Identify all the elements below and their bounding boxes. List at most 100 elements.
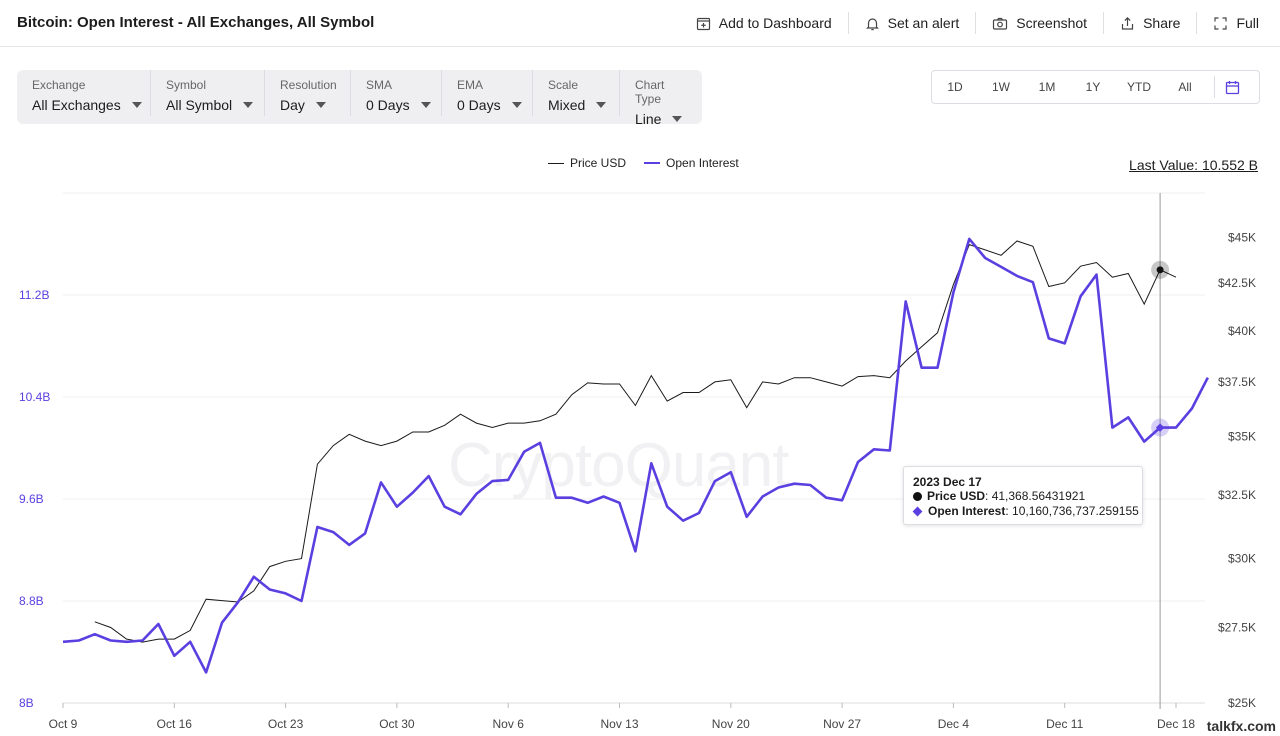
- last-value-link[interactable]: Last Value: 10.552 B: [1129, 157, 1258, 173]
- legend-label-open-interest: Open Interest: [666, 156, 739, 170]
- share-label: Share: [1143, 15, 1181, 31]
- filter-value: Line: [635, 111, 662, 127]
- fullscreen-icon: [1214, 16, 1228, 30]
- set-alert-label: Set an alert: [887, 15, 960, 31]
- set-alert-button[interactable]: Set an alert: [847, 12, 976, 34]
- price-hover-point: [1156, 266, 1164, 274]
- x-axis-tick-label: Dec 4: [938, 717, 970, 731]
- oi-hover-point: [1155, 423, 1165, 432]
- filter-value: Mixed: [548, 97, 586, 113]
- filter-label: Exchange: [32, 78, 86, 92]
- add-to-dashboard-button[interactable]: Add to Dashboard: [680, 12, 848, 34]
- range-1y[interactable]: 1Y: [1085, 80, 1101, 94]
- add-to-dashboard-label: Add to Dashboard: [718, 15, 832, 31]
- range-1m[interactable]: 1M: [1038, 80, 1056, 94]
- legend-label-price: Price USD: [570, 156, 627, 170]
- legend-item-open-interest[interactable]: Open Interest: [644, 156, 739, 170]
- fullscreen-label: Full: [1236, 15, 1259, 31]
- share-icon: [1121, 16, 1134, 30]
- filter-scale[interactable]: Scale Mixed: [533, 70, 620, 116]
- fullscreen-button[interactable]: Full: [1196, 12, 1280, 34]
- x-axis-tick-label: Oct 9: [49, 717, 78, 731]
- filter-chart-type[interactable]: Chart Type Line: [620, 70, 702, 127]
- tooltip-date: 2023 Dec 17: [913, 475, 982, 489]
- filter-sma[interactable]: SMA 0 Days: [351, 70, 442, 116]
- right-axis-tick-label: $35K: [1228, 430, 1256, 444]
- right-axis-tick-label: $27.5K: [1218, 621, 1256, 635]
- site-watermark: talkfx.com: [1206, 718, 1276, 734]
- right-axis-tick-label: $40K: [1228, 324, 1256, 338]
- dashboard-add-icon: [696, 17, 710, 30]
- header-actions: Add to Dashboard Set an alert Screenshot…: [680, 0, 1280, 46]
- range-1d[interactable]: 1D: [947, 80, 963, 94]
- x-axis-tick-label: Nov 13: [600, 717, 638, 731]
- filter-symbol[interactable]: Symbol All Symbol: [151, 70, 265, 116]
- filter-value: Day: [280, 97, 305, 113]
- tooltip-oi-marker: [912, 506, 923, 516]
- tooltip-price-label: Price USD: [927, 489, 986, 503]
- share-button[interactable]: Share: [1103, 12, 1196, 34]
- legend-item-price[interactable]: Price USD: [548, 156, 626, 170]
- legend-swatch-open-interest: [644, 162, 661, 164]
- chevron-down-icon: [131, 102, 142, 108]
- filter-ema[interactable]: EMA 0 Days: [442, 70, 533, 116]
- filter-bar: Exchange All Exchanges Symbol All Symbol…: [17, 70, 702, 127]
- right-axis-tick-label: $30K: [1228, 552, 1256, 566]
- camera-icon: [993, 17, 1008, 30]
- right-axis-tick-label: $25K: [1228, 696, 1256, 710]
- filter-value: All Symbol: [166, 97, 233, 113]
- left-axis-tick-label: 8B: [19, 696, 34, 710]
- open-interest-chart[interactable]: 8B 8.8B 9.6B 10.4B 11.2B $25K $27.5K $30K $32.5K…: [0, 180, 1280, 736]
- filter-label: Resolution: [280, 78, 337, 92]
- screenshot-label: Screenshot: [1016, 15, 1088, 31]
- filter-value: 0 Days: [457, 97, 501, 113]
- filter-value: 0 Days: [366, 97, 410, 113]
- chevron-down-icon: [511, 102, 522, 108]
- left-axis-tick-label: 9.6B: [19, 492, 44, 506]
- tooltip-oi-label: Open Interest: [928, 504, 1006, 518]
- tooltip-oi-value: : 10,160,736,737.259155: [1005, 504, 1139, 518]
- left-axis-tick-label: 10.4B: [19, 390, 50, 404]
- chart-legend: Price USD Open Interest: [548, 156, 757, 170]
- price-usd-line: [94, 240, 1177, 643]
- filter-label: EMA: [457, 78, 484, 92]
- date-picker-button[interactable]: [1214, 76, 1240, 98]
- page-title: Bitcoin: Open Interest - All Exchanges, …: [17, 14, 375, 31]
- x-axis-tick-label: Oct 16: [157, 717, 193, 731]
- tooltip-price-marker: [913, 491, 922, 501]
- filter-label: Chart Type: [635, 78, 665, 106]
- x-axis-tick-label: Dec 18: [1157, 717, 1195, 731]
- x-axis-tick-label: Nov 27: [823, 717, 861, 731]
- tooltip-price-value: : 41,368.56431921: [985, 489, 1086, 503]
- right-axis-tick-label: $32.5K: [1218, 488, 1256, 502]
- legend-swatch-price: [548, 162, 564, 164]
- range-ytd[interactable]: YTD: [1127, 80, 1151, 94]
- left-axis-tick-label: 11.2B: [19, 288, 49, 302]
- filter-value: All Exchanges: [32, 97, 121, 113]
- range-all[interactable]: All: [1178, 80, 1192, 94]
- bell-icon: [865, 17, 879, 30]
- range-1w[interactable]: 1W: [992, 80, 1010, 94]
- x-axis-tick-label: Dec 11: [1046, 717, 1083, 731]
- x-axis-tick-label: Oct 23: [268, 717, 304, 731]
- filter-exchange[interactable]: Exchange All Exchanges: [17, 70, 151, 116]
- right-axis-tick-label: $42.5K: [1218, 276, 1256, 290]
- tooltip-row-price: Price USD : 41,368.56431921: [913, 489, 1085, 503]
- top-bar: Bitcoin: Open Interest - All Exchanges, …: [0, 0, 1280, 47]
- chevron-down-icon: [672, 116, 683, 122]
- chevron-down-icon: [420, 102, 431, 108]
- screenshot-button[interactable]: Screenshot: [975, 12, 1103, 34]
- x-axis-tick-label: Oct 30: [379, 717, 415, 731]
- filter-label: SMA: [366, 78, 393, 92]
- tooltip-row-open-interest: Open Interest : 10,160,736,737.259155: [912, 504, 1139, 518]
- chart-tooltip: 2023 Dec 17 Price USD : 41,368.56431921 …: [903, 466, 1143, 525]
- x-axis-tick-label: Nov 20: [712, 717, 750, 731]
- filter-label: Scale: [548, 78, 579, 92]
- filter-resolution[interactable]: Resolution Day: [265, 70, 351, 116]
- right-axis-tick-label: $45K: [1228, 231, 1256, 245]
- calendar-icon: [1225, 80, 1240, 94]
- x-axis-tick-label: Nov 6: [493, 717, 525, 731]
- open-interest-line: [62, 237, 1209, 674]
- cryptoquant-watermark: CryptoQuant: [448, 431, 790, 500]
- right-axis-tick-label: $37.5K: [1218, 375, 1256, 389]
